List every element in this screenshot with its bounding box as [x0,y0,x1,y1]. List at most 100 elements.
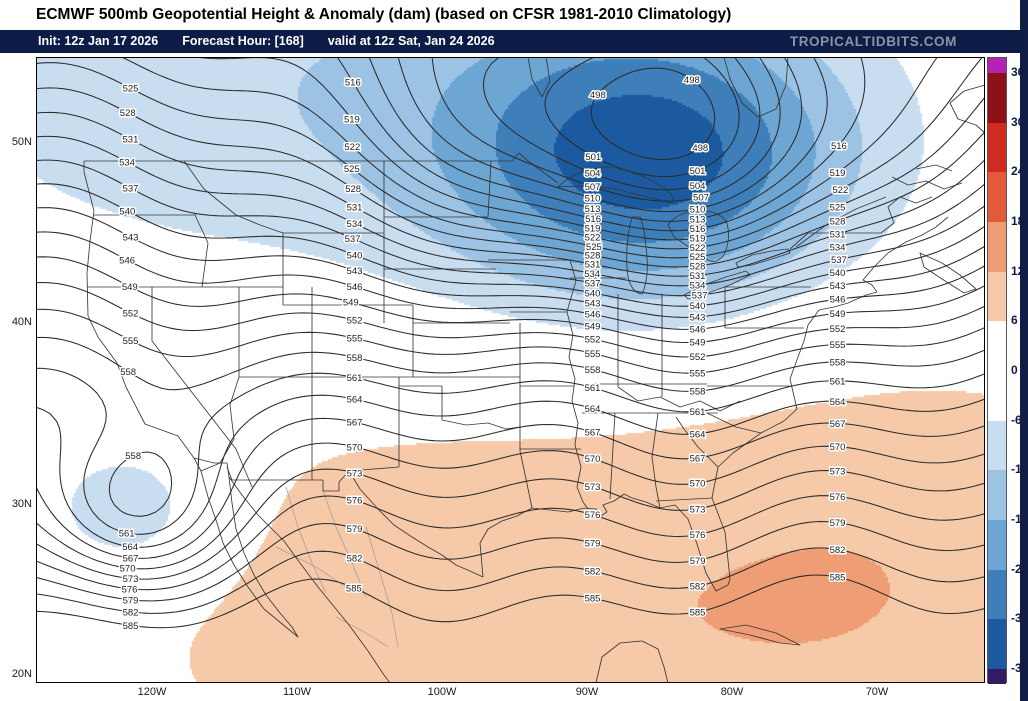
height-contour [36,183,985,307]
contour-label: 513 [585,204,601,215]
contour-label: 567 [347,418,363,429]
lon-axis-label: 100W [427,686,457,698]
contour-label: 561 [119,529,135,540]
right-edge-strip [1020,0,1028,701]
contour-label: 543 [585,299,601,310]
height-contour [36,159,985,297]
height-contour [36,442,985,570]
height-contour [36,394,985,548]
contour-label: 549 [690,338,706,349]
contour-label: 525 [690,252,706,263]
contour-label: 537 [123,184,139,195]
contour-label: 555 [585,349,601,360]
contour-label: 516 [585,214,601,225]
contour-label: 555 [690,368,706,379]
contour-label: 576 [585,510,601,521]
contour-label: 501 [585,152,601,163]
contour-label: 525 [344,164,360,175]
state-borders [87,160,811,683]
height-contour [36,207,985,318]
contour-label: 540 [585,288,601,299]
lon-axis-label: 120W [137,686,167,698]
contour-label: 555 [347,334,363,345]
contour-label: 546 [347,282,363,293]
contour-label: 576 [122,584,138,595]
contour-label: 531 [690,271,706,282]
contour-label: 531 [585,260,601,271]
great-lakes [557,166,791,300]
forecast-hour: Forecast Hour: [168] [182,34,304,48]
contour-label: 546 [119,255,135,266]
height-contour [482,57,761,191]
height-contour [36,574,985,629]
map-frame [36,57,985,683]
contour-label: 522 [690,243,706,254]
height-contour [36,135,985,287]
height-contour [590,67,716,161]
contour-label: 558 [120,367,136,378]
contour-label: 570 [830,442,846,453]
contour-label: 543 [690,312,706,323]
contour-label: 582 [347,553,363,564]
contour-label: 546 [585,310,601,321]
init-time: Init: 12z Jan 17 2026 [38,34,159,48]
contour-label: 585 [830,573,846,584]
colorbar-segment [988,520,1006,570]
contour-label: 558 [690,387,706,398]
contour-label: 537 [692,290,708,301]
contour-label: 522 [832,185,848,196]
contour-label: 567 [830,419,846,430]
watermark: TROPICALTIDBITS.COM [789,34,957,49]
height-contour [336,57,866,232]
coastline [83,161,949,683]
contour-label: 549 [122,282,138,293]
colorbar-segment [988,619,1006,669]
contour-label: 585 [346,583,362,594]
run-info: Init: 12z Jan 17 2026 Forecast Hour: [168… [38,34,519,48]
contour-label: 570 [120,563,136,574]
height-contour [36,417,985,559]
title-bar: ECMWF 500mb Geopotential Height & Anomal… [0,0,1020,30]
contour-label: 537 [345,234,361,245]
lat-axis-label: 50N [11,136,32,148]
contour-label: 543 [830,281,846,292]
contour-label: 558 [585,365,601,376]
contour-label: 519 [690,234,706,245]
contour-label: 567 [690,453,706,464]
lon-axis-label: 110W [283,686,311,698]
colorbar-tick-label: 6 [1011,313,1018,328]
contour-label: 519 [344,114,360,125]
contour-label: 564 [585,404,601,415]
contour-label: 522 [344,142,360,153]
height-contour [36,547,985,614]
contour-label: 564 [830,397,846,408]
contour-label: 561 [830,376,846,387]
height-contour [36,520,985,602]
contour-label: 564 [690,429,706,440]
contour-label: 507 [693,192,709,203]
contour-label: 570 [347,442,363,453]
height-contour [121,57,983,250]
contour-label: 558 [125,451,141,462]
contour-label: 552 [585,335,601,346]
contour-label: 579 [123,595,139,606]
contour-label: 522 [585,233,601,244]
colorbar-segment [988,172,1006,222]
contour-label: 534 [690,280,706,291]
height-contour [36,336,985,517]
contour-label: 525 [586,242,602,253]
lat-axis-label: 20N [11,668,32,680]
contour-label: 585 [690,607,706,618]
contour-label: 555 [123,336,139,347]
contour-label: 534 [119,157,135,168]
contour-label: 507 [585,182,601,193]
contour-label: 570 [690,479,706,490]
contour-label: 579 [585,539,601,550]
contour-label: 531 [347,202,363,213]
contour-label: 546 [830,295,846,306]
colorbar-tick-label: -6 [1011,412,1022,427]
contour-label: 549 [830,309,846,320]
geography-layer [83,57,985,683]
colorbar-segment [988,569,1006,620]
